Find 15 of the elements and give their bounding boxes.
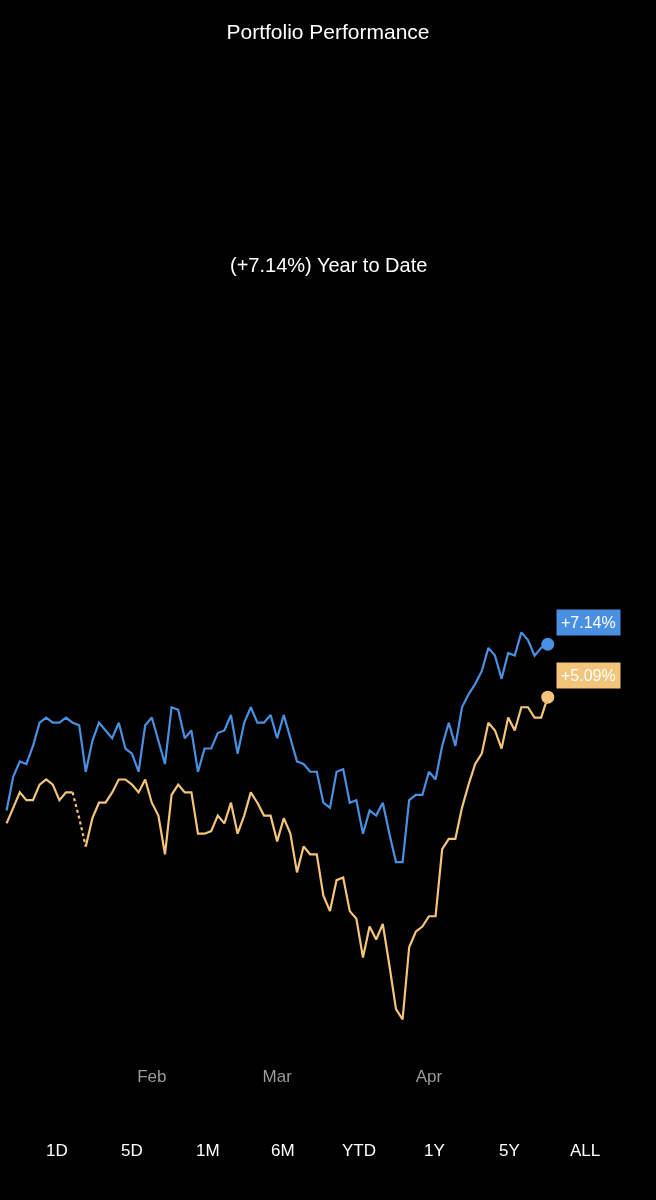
text: 1D: [46, 1141, 68, 1160]
data-label: +7.14%: [561, 614, 616, 631]
text: 5D: [121, 1141, 143, 1160]
data-label: +5.09%: [561, 667, 616, 684]
x-tick-label: Mar: [262, 1067, 293, 1086]
text: ALL: [570, 1141, 601, 1160]
x-tick-label: Apr: [415, 1067, 443, 1086]
text: 5Y: [499, 1141, 520, 1160]
text: 1M: [196, 1141, 220, 1160]
x-tick-label: Feb: [137, 1067, 167, 1086]
text: 1Y: [424, 1141, 445, 1160]
chart-subtitle: (+7.14%) Year to Date: [230, 254, 428, 276]
text: 6M: [271, 1141, 295, 1160]
chart-title: Portfolio Performance: [226, 20, 430, 44]
text: YTD: [342, 1141, 376, 1160]
